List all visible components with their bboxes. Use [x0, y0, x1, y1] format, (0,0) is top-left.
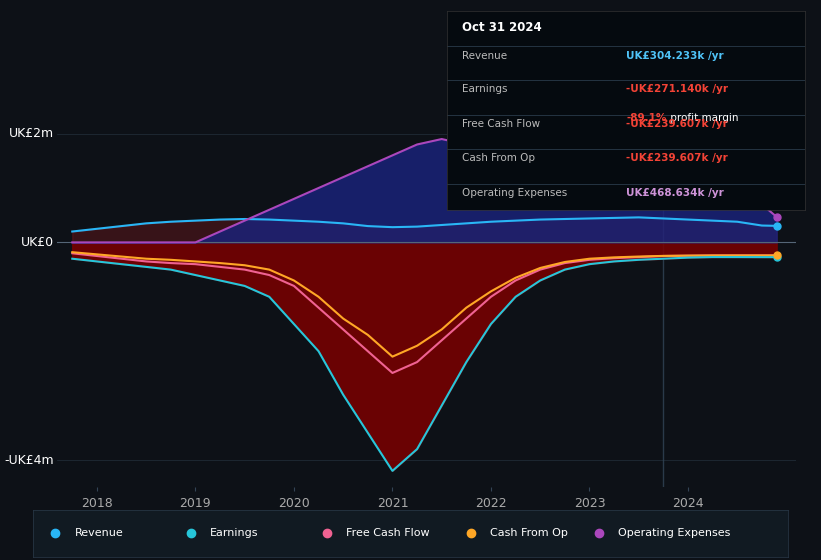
Text: -UK£4m: -UK£4m: [4, 454, 54, 466]
Text: UK£468.634k /yr: UK£468.634k /yr: [626, 188, 724, 198]
Text: Revenue: Revenue: [461, 51, 507, 61]
Text: -UK£239.607k /yr: -UK£239.607k /yr: [626, 153, 727, 164]
Text: -UK£239.607k /yr: -UK£239.607k /yr: [626, 119, 727, 129]
Text: Free Cash Flow: Free Cash Flow: [461, 119, 540, 129]
Text: Earnings: Earnings: [210, 529, 259, 538]
Text: Cash From Op: Cash From Op: [461, 153, 534, 164]
Text: -89.1%: -89.1%: [626, 113, 667, 123]
Text: profit margin: profit margin: [667, 113, 739, 123]
Text: Free Cash Flow: Free Cash Flow: [346, 529, 430, 538]
Text: UK£0: UK£0: [21, 236, 54, 249]
Text: Operating Expenses: Operating Expenses: [618, 529, 731, 538]
Text: Earnings: Earnings: [461, 84, 507, 94]
Text: Oct 31 2024: Oct 31 2024: [461, 21, 542, 34]
Text: UK£304.233k /yr: UK£304.233k /yr: [626, 51, 723, 61]
Text: Cash From Op: Cash From Op: [490, 529, 567, 538]
Text: Revenue: Revenue: [75, 529, 123, 538]
Text: UK£2m: UK£2m: [9, 127, 54, 140]
Text: Operating Expenses: Operating Expenses: [461, 188, 567, 198]
Text: -UK£271.140k /yr: -UK£271.140k /yr: [626, 84, 728, 94]
